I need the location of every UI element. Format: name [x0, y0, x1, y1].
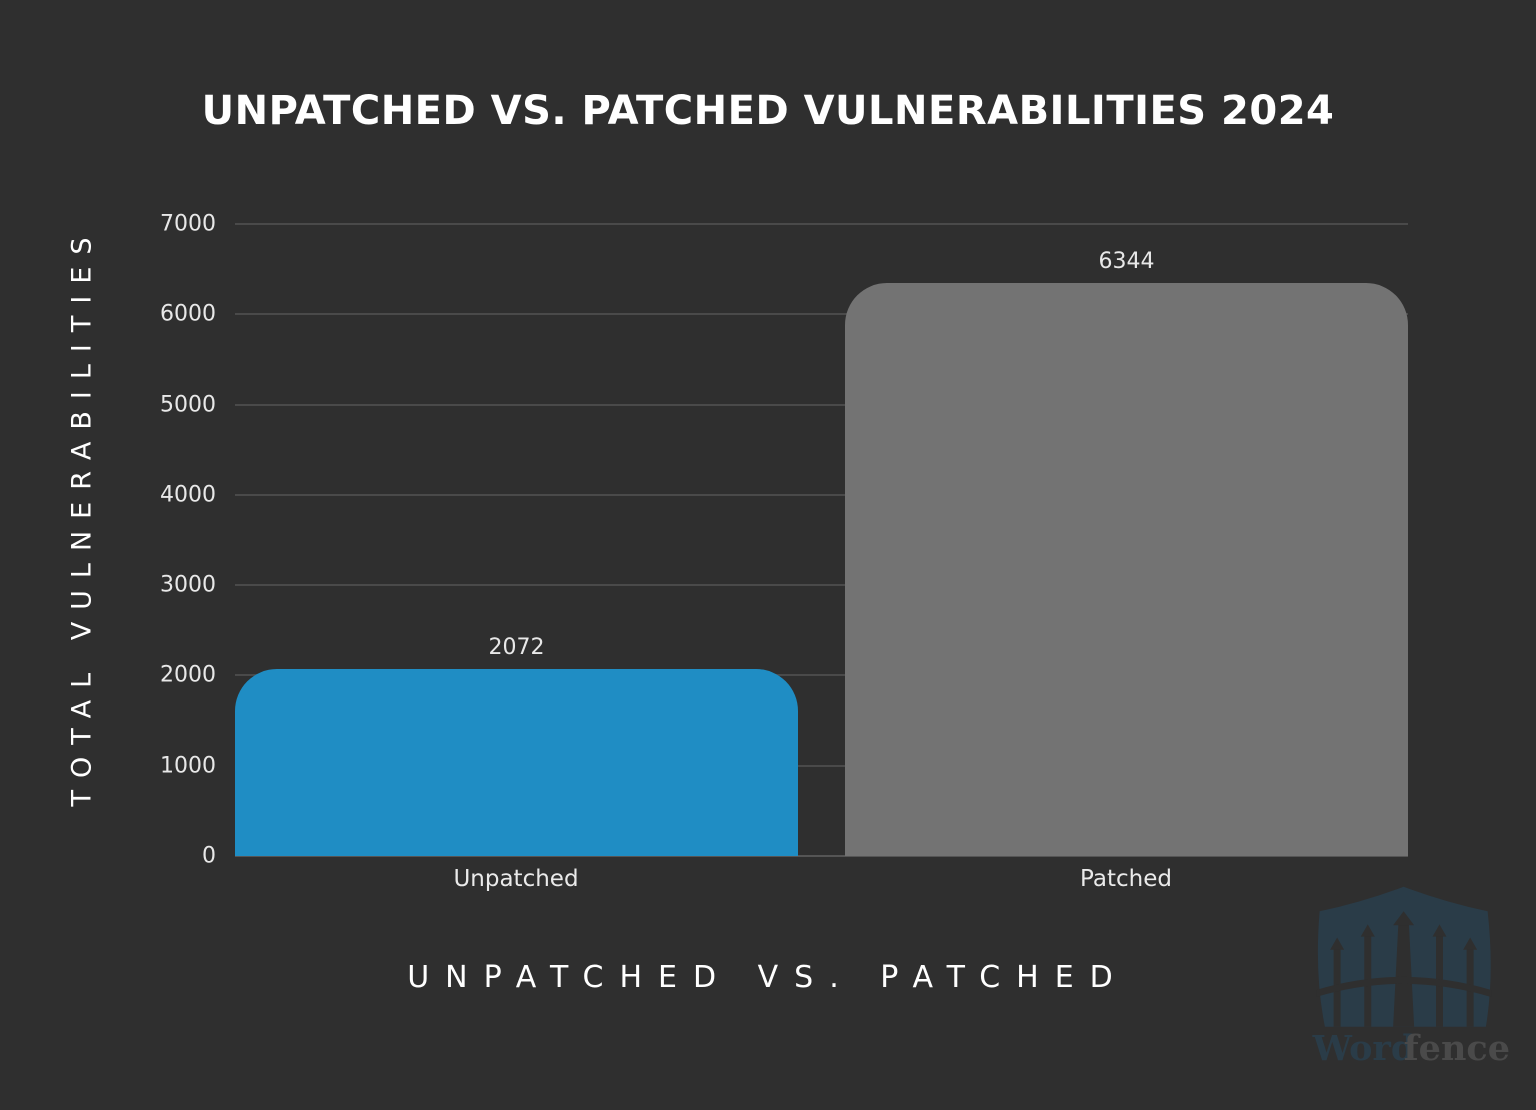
y-tick-label: 6000	[160, 301, 216, 327]
bar-patched	[845, 283, 1408, 856]
gridline	[235, 403, 1408, 406]
bar-unpatched	[235, 668, 798, 856]
y-tick-label: 1000	[160, 753, 216, 779]
gridline	[235, 584, 1408, 587]
svg-text:fence: fence	[1404, 1028, 1510, 1069]
y-tick-label: 3000	[160, 572, 216, 598]
y-tick-label: 2000	[160, 662, 216, 688]
gridline	[235, 764, 1408, 767]
y-tick-label: 5000	[160, 392, 216, 418]
x-axis-label: UNPATCHED VS. PATCHED	[407, 960, 1129, 995]
x-axis-baseline	[235, 855, 1408, 857]
x-tick-unpatched: Unpatched	[453, 866, 579, 892]
y-tick-label: 7000	[160, 211, 216, 237]
gridline	[235, 223, 1408, 225]
wordfence-logo-icon: Word fence	[1312, 886, 1510, 1069]
x-tick-patched: Patched	[1080, 866, 1172, 892]
y-tick-label: 4000	[160, 482, 216, 508]
gridline	[235, 493, 1408, 496]
value-label: 2072	[488, 634, 545, 660]
y-axis-label: TOTAL VULNERABILITIES	[66, 225, 98, 807]
gridline	[235, 674, 1408, 677]
chart-title: UNPATCHED VS. PATCHED VULNERABILITIES 20…	[201, 88, 1335, 134]
svg-text:Word: Word	[1312, 1028, 1416, 1069]
value-label: 6344	[1098, 249, 1155, 275]
gridline	[235, 313, 1408, 316]
y-tick-label: 0	[202, 843, 216, 869]
